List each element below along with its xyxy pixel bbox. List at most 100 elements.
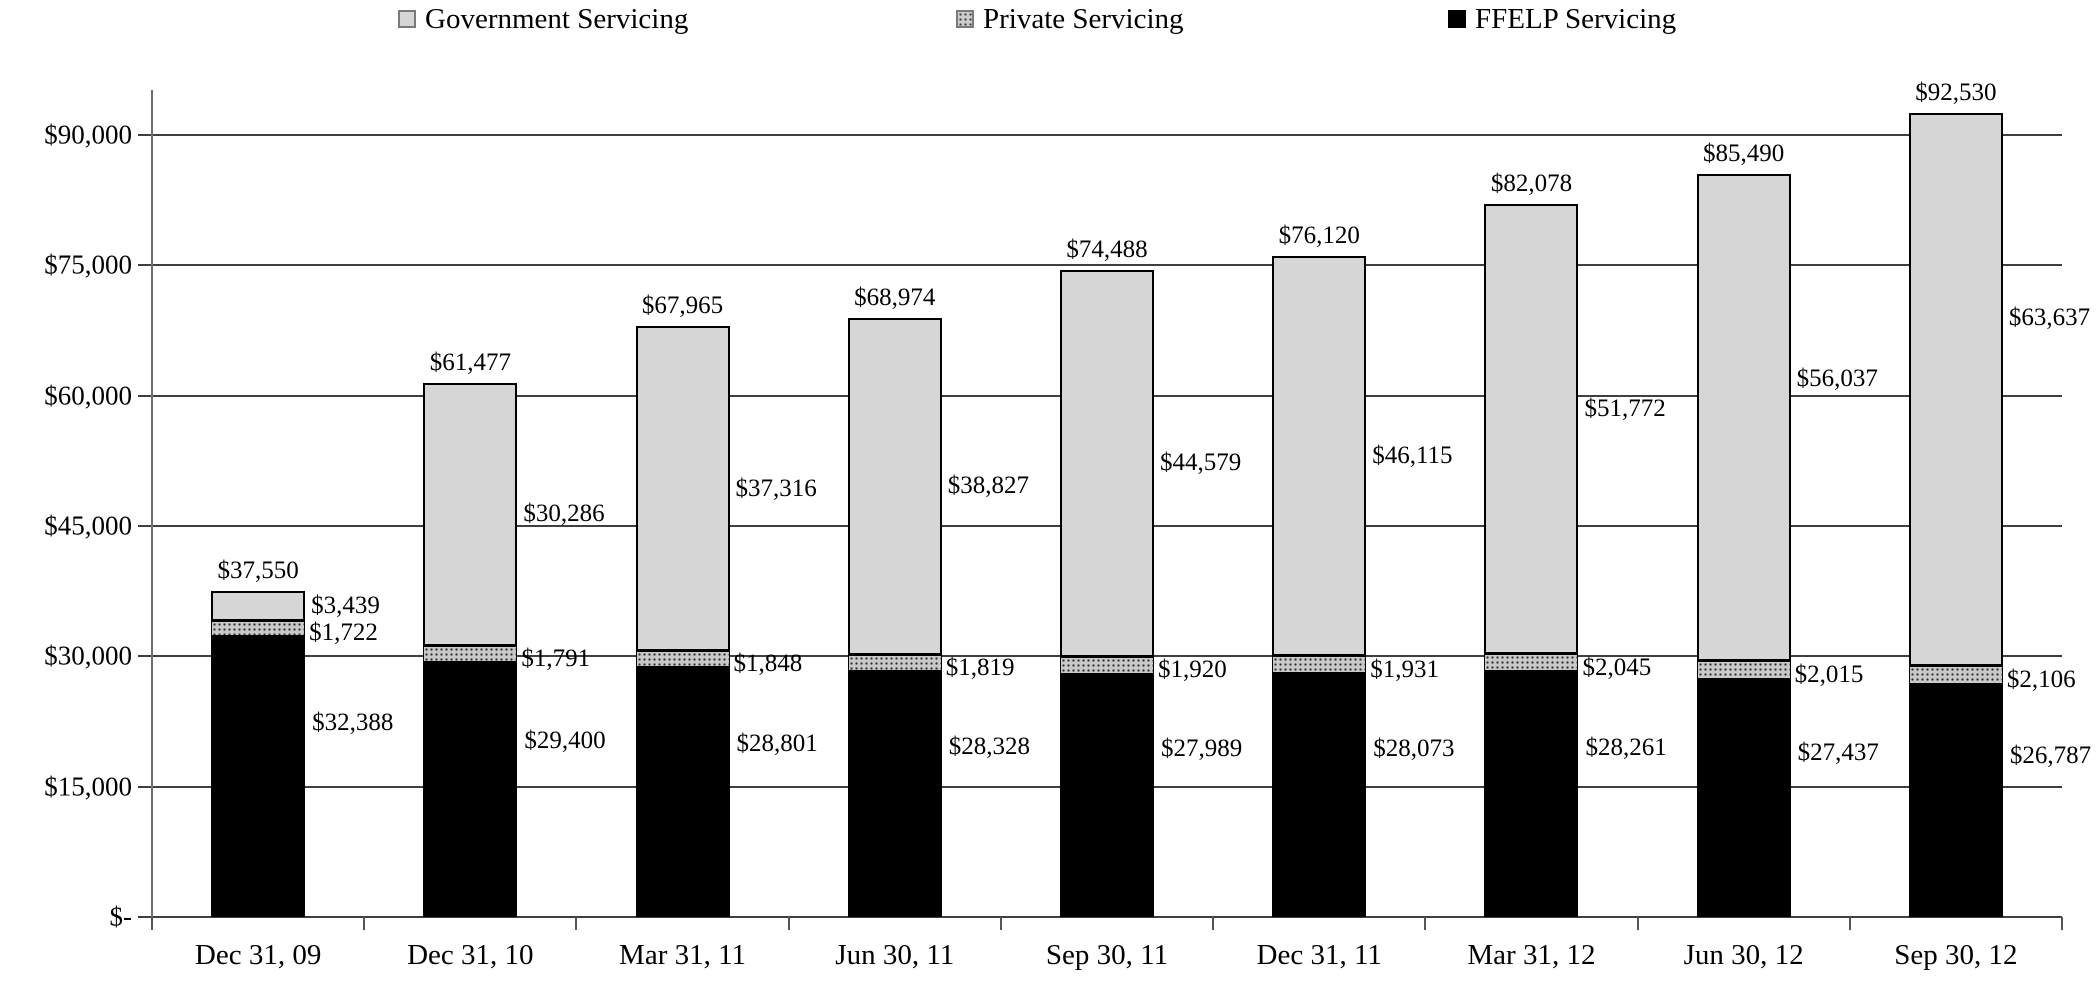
bar-segment-government-servicing: [1696, 174, 1791, 662]
bar-segment-private-servicing: [423, 645, 518, 662]
y-axis-tick-label: $90,000: [44, 119, 132, 150]
x-axis-tick: [1636, 917, 1639, 930]
bar-segment-ffelp-servicing: [1272, 673, 1367, 917]
legend-label-government-servicing: Government Servicing: [425, 3, 689, 35]
data-label-government-servicing: $56,037: [1796, 365, 1878, 393]
x-axis-category-label: Mar 31, 11: [619, 939, 747, 971]
x-axis-category-label: Dec 31, 10: [407, 939, 534, 971]
y-axis-tick-label: $60,000: [44, 380, 132, 411]
legend-item-private-servicing: Private Servicing: [956, 4, 1184, 34]
data-label-government-servicing: $30,286: [523, 500, 605, 528]
x-axis-tick: [575, 917, 578, 930]
data-label-private-servicing: $1,722: [309, 619, 378, 647]
bar-segment-private-servicing: [635, 650, 730, 667]
x-axis-tick: [2061, 917, 2063, 930]
gridline-0: [138, 916, 2062, 918]
gridline-90000: [138, 134, 2062, 136]
data-label-government-servicing: $37,316: [735, 474, 817, 502]
data-label-government-servicing: $38,827: [947, 472, 1030, 500]
bar-segment-government-servicing: [1908, 113, 2003, 666]
data-label-government-servicing: $46,115: [1372, 441, 1453, 469]
y-axis-line: [151, 90, 153, 929]
data-label-total: $85,490: [1703, 140, 1785, 168]
data-label-government-servicing: $63,637: [2008, 304, 2091, 332]
data-label-total: $82,078: [1490, 169, 1573, 197]
data-label-government-servicing: $51,772: [1584, 394, 1666, 422]
data-label-private-servicing: $2,045: [1582, 653, 1652, 681]
x-axis-category-label: Sep 30, 11: [1045, 939, 1169, 971]
bar-segment-ffelp-servicing: [1696, 678, 1791, 917]
bar-segment-ffelp-servicing: [847, 670, 942, 917]
data-label-total: $67,965: [641, 292, 724, 320]
data-label-ffelp-servicing: $27,437: [1797, 738, 1879, 766]
data-label-ffelp-servicing: $28,073: [1373, 734, 1455, 762]
legend-label-ffelp-servicing: FFELP Servicing: [1475, 3, 1677, 35]
legend-label-private-servicing: Private Servicing: [983, 3, 1184, 35]
data-label-total: $68,974: [854, 283, 936, 311]
x-axis-tick: [1848, 917, 1851, 930]
data-label-ffelp-servicing: $28,328: [948, 733, 1031, 761]
bar-segment-private-servicing: [847, 655, 942, 671]
data-label-ffelp-servicing: $29,400: [524, 726, 606, 754]
data-label-total: $61,477: [429, 348, 511, 376]
data-label-private-servicing: $2,015: [1794, 660, 1864, 688]
bar-segment-private-servicing: [211, 620, 306, 636]
bar-segment-ffelp-servicing: [1484, 671, 1579, 917]
data-label-government-servicing: $44,579: [1160, 449, 1242, 477]
x-axis-category-label: Mar 31, 12: [1467, 939, 1596, 971]
x-axis-category-label: Jun 30, 12: [1683, 939, 1804, 971]
bar-segment-private-servicing: [1484, 653, 1579, 672]
data-label-ffelp-servicing: $28,801: [736, 730, 818, 758]
data-label-private-servicing: $1,819: [945, 653, 1015, 681]
y-axis-tick-label: $30,000: [44, 640, 132, 671]
data-label-total: $74,488: [1066, 235, 1148, 263]
data-label-ffelp-servicing: $32,388: [312, 708, 394, 736]
y-axis-tick-label: $15,000: [44, 771, 132, 802]
bar-segment-ffelp-servicing: [1060, 673, 1154, 917]
gridline-75000: [138, 264, 2062, 267]
x-axis-tick: [787, 917, 790, 930]
data-label-private-servicing: $1,848: [733, 649, 803, 677]
x-axis-tick: [363, 917, 366, 930]
data-label-total: $37,550: [217, 556, 299, 584]
data-label-private-servicing: $1,920: [1158, 656, 1227, 684]
bar-segment-government-servicing: [211, 590, 306, 621]
x-axis-category-label: Dec 31, 09: [194, 939, 322, 971]
legend-item-government-servicing: Government Servicing: [398, 4, 688, 34]
bar-segment-government-servicing: [1484, 203, 1579, 654]
data-label-government-servicing: $3,439: [311, 591, 380, 619]
bar-segment-government-servicing: [1060, 269, 1154, 658]
y-axis-tick-label: $-: [109, 901, 133, 932]
bar-segment-government-servicing: [423, 382, 518, 646]
y-axis-tick-label: $75,000: [44, 249, 132, 280]
x-axis-tick: [1212, 917, 1215, 930]
ffelp-servicing-swatch-icon: [1448, 10, 1466, 28]
data-label-total: $76,120: [1278, 221, 1360, 249]
government-servicing-swatch-icon: [398, 10, 416, 28]
x-axis-tick: [999, 917, 1002, 930]
data-label-private-servicing: $1,931: [1370, 655, 1439, 683]
private-servicing-swatch-icon: [956, 10, 974, 28]
data-label-total: $92,530: [1915, 79, 1997, 107]
data-label-private-servicing: $2,106: [2006, 666, 2076, 694]
y-axis-tick-label: $45,000: [44, 510, 132, 541]
bar-segment-government-servicing: [635, 326, 730, 651]
x-axis-tick: [1424, 917, 1427, 930]
bar-segment-ffelp-servicing: [423, 661, 518, 917]
bar-segment-government-servicing: [847, 317, 942, 656]
x-axis-category-label: Jun 30, 11: [835, 939, 955, 971]
x-axis-tick: [151, 917, 153, 930]
data-label-ffelp-servicing: $26,787: [2009, 742, 2092, 770]
bar-segment-ffelp-servicing: [635, 666, 730, 917]
bar-segment-private-servicing: [1696, 661, 1791, 679]
bar-segment-government-servicing: [1272, 255, 1367, 657]
bar-segment-private-servicing: [1060, 657, 1154, 674]
legend-item-ffelp-servicing: FFELP Servicing: [1448, 4, 1676, 34]
data-label-ffelp-servicing: $28,261: [1585, 733, 1667, 761]
x-axis-category-label: Dec 31, 11: [1256, 939, 1382, 971]
data-label-ffelp-servicing: $27,989: [1161, 735, 1243, 763]
x-axis-category-label: Sep 30, 12: [1894, 939, 2018, 971]
bar-segment-private-servicing: [1908, 665, 2003, 685]
bar-segment-ffelp-servicing: [211, 635, 306, 917]
